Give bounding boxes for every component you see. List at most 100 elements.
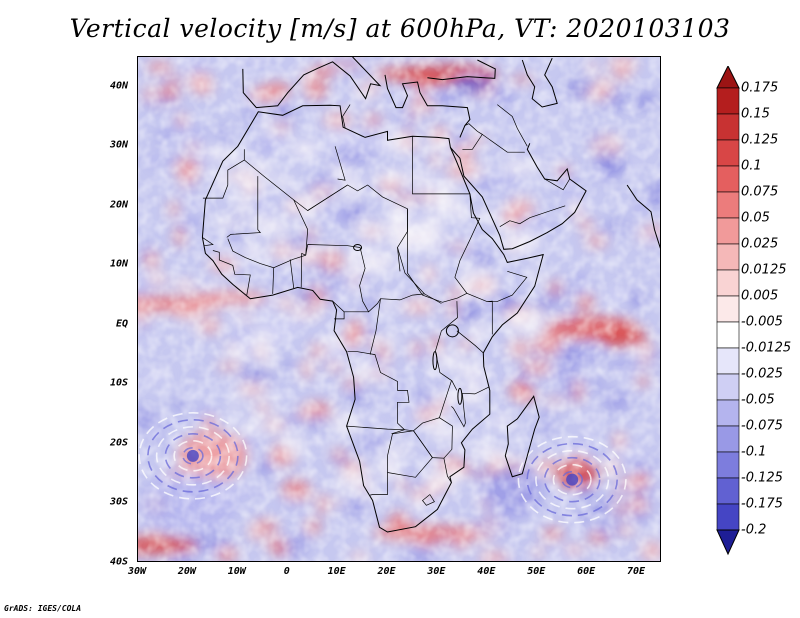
colorbar-swatch bbox=[716, 347, 740, 375]
country-border bbox=[300, 252, 306, 288]
lat-tick-label: EQ bbox=[115, 318, 128, 330]
country-border bbox=[397, 247, 442, 304]
colorbar-tick-label: 0.175 bbox=[741, 80, 779, 96]
map-canvas bbox=[138, 57, 660, 561]
colorbar-tick-label: 0.1 bbox=[741, 158, 762, 174]
colorbar-tick-label: -0.005 bbox=[741, 314, 783, 330]
country-border bbox=[307, 184, 348, 211]
country-border bbox=[454, 193, 528, 303]
colorbar-swatch bbox=[716, 165, 740, 193]
lat-tick-label: 10S bbox=[109, 377, 128, 389]
country-border bbox=[387, 430, 433, 478]
map-panel bbox=[137, 56, 661, 562]
lake-outline bbox=[432, 351, 438, 371]
country-border bbox=[347, 351, 410, 435]
colorbar-swatch bbox=[716, 477, 740, 505]
country-border bbox=[293, 199, 309, 256]
country-border bbox=[332, 300, 369, 313]
colorbar-swatch bbox=[716, 191, 740, 219]
country-border bbox=[422, 494, 435, 506]
country-border bbox=[544, 178, 570, 191]
colorbar-tick-label: -0.175 bbox=[741, 496, 783, 512]
country-border bbox=[226, 176, 262, 238]
lon-tick-label: 20E bbox=[377, 566, 396, 577]
lon-tick-label: 0 bbox=[283, 566, 290, 577]
colorbar-tick-label: 0.005 bbox=[741, 288, 779, 304]
colorbar-tick-label: 0.15 bbox=[741, 106, 770, 122]
cyclone-swirl bbox=[138, 412, 248, 500]
country-border bbox=[482, 134, 525, 153]
colorbar-tick-label: 0.0125 bbox=[741, 262, 787, 278]
lon-tick-label: 10E bbox=[327, 566, 346, 577]
country-border bbox=[202, 237, 214, 247]
country-border bbox=[202, 149, 245, 199]
colorbar-swatch bbox=[716, 503, 740, 531]
europe-coastline bbox=[242, 57, 382, 109]
country-border bbox=[212, 250, 251, 296]
lon-tick-label: 10W bbox=[227, 566, 246, 577]
colorbar-tick-label: -0.1 bbox=[741, 444, 767, 460]
country-border bbox=[334, 146, 346, 181]
colorbar-swatch bbox=[716, 425, 740, 453]
lat-tick-label: 40N bbox=[109, 80, 128, 92]
chart-title: Vertical velocity [m/s] at 600hPa, VT: 2… bbox=[69, 14, 731, 43]
country-border bbox=[487, 300, 493, 335]
country-border bbox=[462, 123, 483, 150]
country-border bbox=[456, 330, 484, 354]
credit-label: GrADS: IGES/COLA bbox=[4, 604, 82, 613]
country-border bbox=[439, 417, 453, 459]
colorbar-swatch bbox=[716, 113, 740, 141]
lon-tick-label: 60E bbox=[577, 566, 596, 577]
colorbar-swatch bbox=[716, 87, 740, 115]
country-border bbox=[227, 238, 361, 269]
colorbar-swatch bbox=[716, 139, 740, 167]
country-border bbox=[435, 301, 458, 391]
colorbar-tick-label: -0.125 bbox=[741, 470, 783, 486]
lon-tick-label: 20W bbox=[177, 566, 196, 577]
country-border bbox=[272, 267, 275, 294]
caspian-coastline bbox=[521, 57, 558, 108]
country-border bbox=[462, 386, 490, 395]
madagascar-coastline bbox=[504, 395, 540, 478]
colorbar-tick-label: -0.05 bbox=[741, 392, 775, 408]
colorbar-swatch bbox=[716, 399, 740, 427]
colorbar-tick-label: 0.125 bbox=[741, 132, 779, 148]
country-border bbox=[497, 104, 528, 147]
country-border bbox=[412, 136, 470, 195]
colorbar bbox=[716, 66, 740, 556]
country-border bbox=[359, 247, 425, 313]
lon-tick-label: 30W bbox=[127, 566, 147, 577]
lake-outline bbox=[457, 387, 463, 405]
colorbar-min-triangle bbox=[716, 529, 740, 556]
lat-tick-label: 30S bbox=[109, 496, 128, 508]
country-border bbox=[244, 159, 408, 272]
lon-tick-label: 50E bbox=[527, 566, 546, 577]
colorbar-swatch bbox=[716, 217, 740, 245]
country-border bbox=[370, 455, 388, 496]
colorbar-max-triangle bbox=[716, 66, 740, 89]
colorbar-tick-label: -0.0125 bbox=[741, 340, 792, 356]
lon-tick-label: 40E bbox=[477, 566, 496, 577]
levant-coastline bbox=[384, 74, 471, 138]
colorbar-tick-label: -0.2 bbox=[741, 522, 767, 538]
colorbar-tick-label: 0.05 bbox=[741, 210, 770, 226]
cyclone-swirls bbox=[138, 412, 627, 524]
india-coastline bbox=[626, 184, 660, 249]
colorbar-swatch bbox=[716, 321, 740, 349]
lat-tick-label: 10N bbox=[109, 258, 128, 270]
colorbar-swatch bbox=[716, 295, 740, 323]
colorbar-swatch bbox=[716, 451, 740, 479]
cyclone-swirl bbox=[517, 435, 627, 524]
lat-tick-label: 20S bbox=[109, 437, 128, 449]
colorbar-tick-label: 0.025 bbox=[741, 236, 779, 252]
colorbar-swatch bbox=[716, 373, 740, 401]
country-borders bbox=[202, 104, 570, 506]
country-border bbox=[342, 104, 351, 128]
colorbar-swatch bbox=[716, 243, 740, 271]
lat-tick-label: 40S bbox=[109, 556, 128, 568]
africa-coastline bbox=[201, 104, 544, 533]
colorbar-swatch bbox=[716, 269, 740, 297]
lon-tick-label: 70E bbox=[627, 566, 646, 577]
lake-outline bbox=[445, 324, 459, 338]
lon-tick-label: 30E bbox=[427, 566, 446, 577]
